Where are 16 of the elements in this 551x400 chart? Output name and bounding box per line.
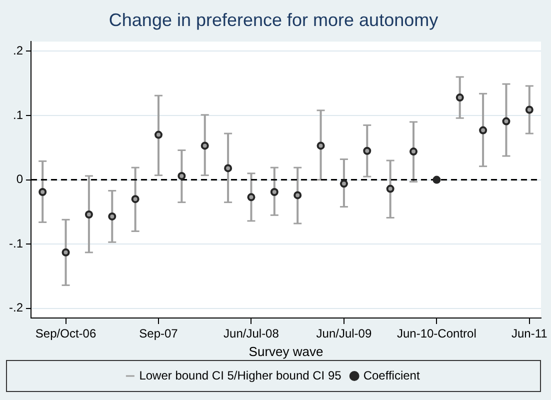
x-axis-title: Survey wave	[248, 344, 324, 359]
y-tick-label: .1	[12, 108, 24, 122]
point	[432, 176, 441, 184]
y-tick-label: 0	[16, 172, 24, 186]
y-tick-label: -.1	[8, 236, 24, 250]
x-tick-label: Jun/Jul-09	[316, 326, 372, 341]
chart-title: Change in preference for more autonomy	[108, 10, 438, 30]
x-tick-label: Sep/Oct-06	[35, 326, 96, 341]
y-tick-label: -.2	[8, 300, 24, 315]
x-tick-label: Sep-07	[139, 326, 178, 341]
y-tick-label: .2	[12, 44, 24, 58]
x-tick-label: Jun-11	[512, 326, 548, 341]
legend-label: Coefficient	[363, 368, 420, 382]
x-tick-label: Jun-10-Control	[396, 326, 476, 341]
legend-label: Lower bound CI 5/Higher bound CI 95	[139, 368, 342, 382]
x-tick-label: Jun/Jul-08	[224, 326, 280, 341]
